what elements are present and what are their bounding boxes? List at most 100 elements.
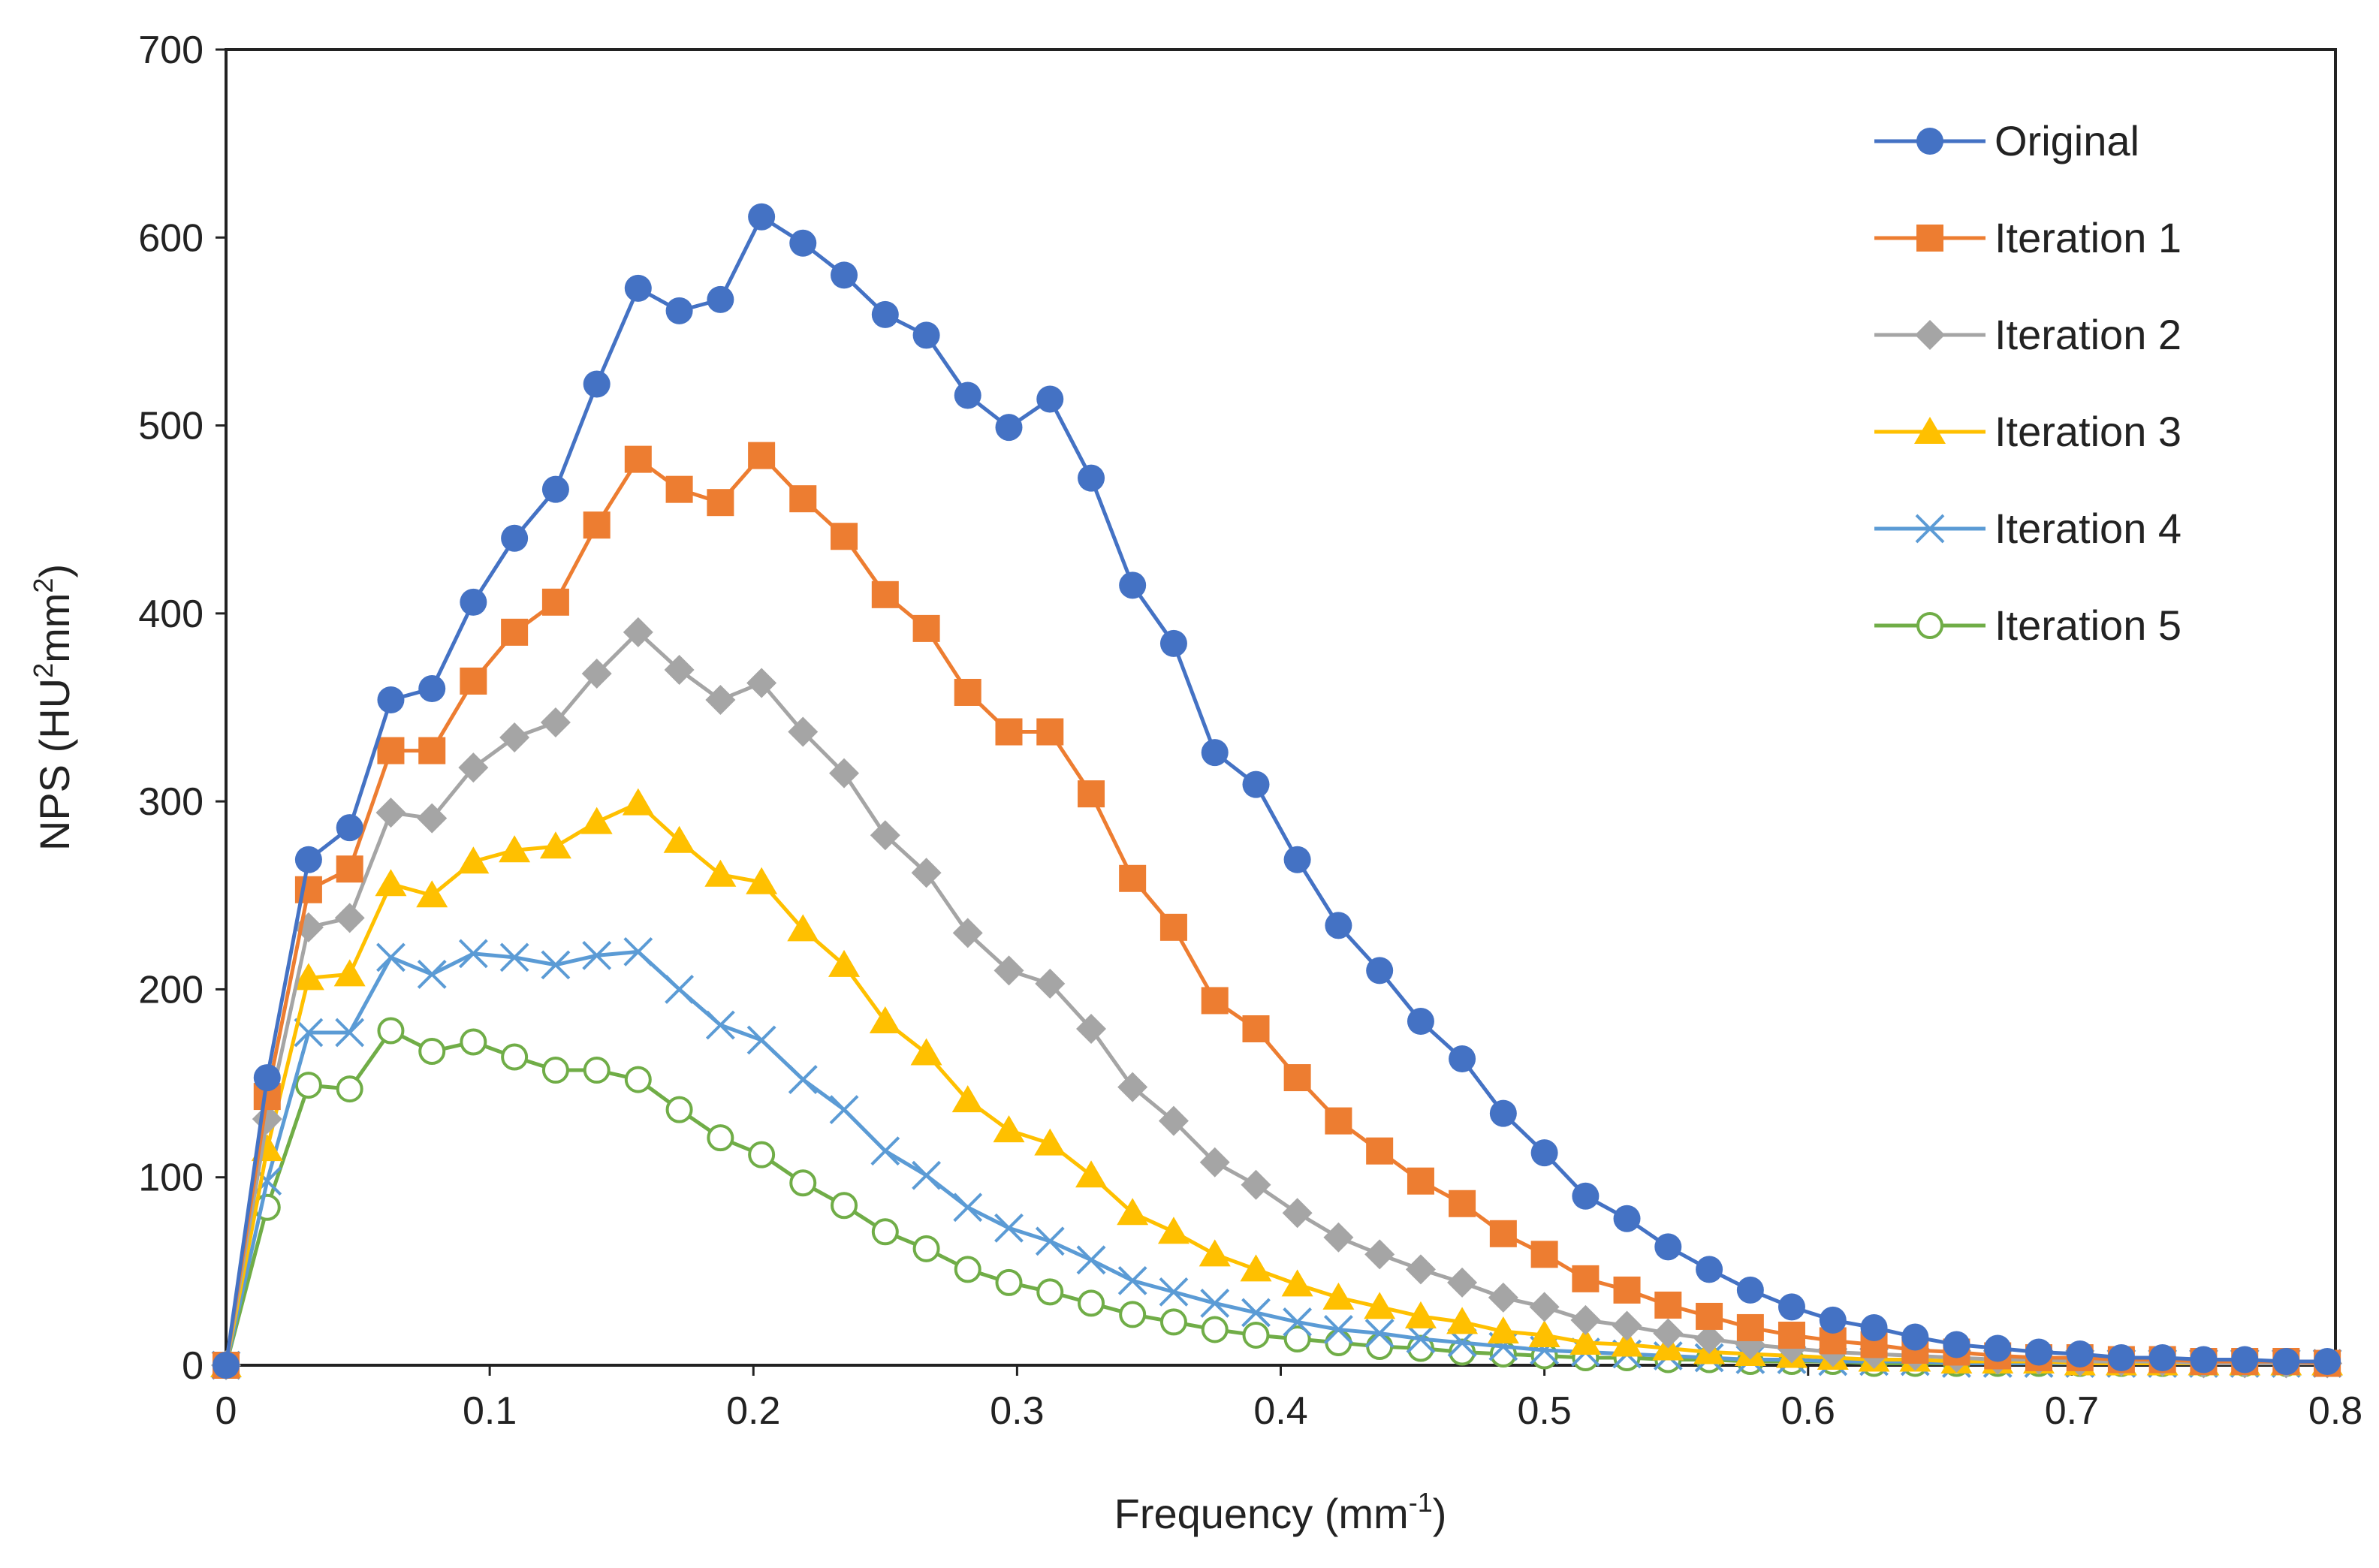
- data-point: [417, 959, 447, 989]
- data-point: [789, 229, 817, 257]
- series-line-original: [224, 215, 2328, 1366]
- data-point: [213, 1352, 240, 1379]
- data-point: [294, 876, 322, 903]
- legend-marker: [1914, 417, 1946, 444]
- data-point: [457, 846, 490, 874]
- data-point: [1281, 1269, 1313, 1297]
- data-point: [1572, 1265, 1600, 1292]
- y-tick-label: 0: [182, 1344, 204, 1388]
- data-point: [1613, 1205, 1641, 1232]
- data-point: [746, 867, 778, 894]
- x-marker-stroke: [1915, 514, 1945, 544]
- data-point: [953, 1193, 983, 1223]
- legend-item-original: Original: [1874, 117, 2139, 164]
- data-point: [954, 1256, 981, 1283]
- data-point: [952, 918, 983, 948]
- data-point: [705, 684, 736, 715]
- data-point: [1323, 1222, 1354, 1253]
- x-tick-label: 0.6: [1781, 1389, 1835, 1433]
- data-point: [541, 950, 571, 980]
- data-point: [1325, 1107, 1352, 1135]
- data-point: [1860, 1313, 1888, 1341]
- data-point: [1076, 1013, 1107, 1044]
- data-point: [1364, 1239, 1395, 1270]
- data-point: [954, 381, 981, 409]
- data-point: [994, 955, 1024, 986]
- x-tick-label: 0.2: [726, 1389, 780, 1433]
- data-point: [1819, 1306, 1847, 1334]
- data-point: [1569, 1327, 1602, 1355]
- data-point: [1075, 1160, 1108, 1188]
- data-point: [624, 274, 652, 302]
- x-marker-stroke: [376, 942, 406, 972]
- data-point: [1241, 1298, 1271, 1328]
- data-point: [993, 1115, 1025, 1143]
- data-point: [622, 788, 654, 816]
- x-marker-stroke: [870, 1136, 900, 1166]
- data-point: [748, 442, 776, 469]
- data-point: [748, 1141, 776, 1168]
- data-point: [1283, 1325, 1311, 1352]
- data-point: [1694, 1323, 1725, 1354]
- x-marker-stroke: [1200, 1288, 1230, 1318]
- x-marker-stroke: [746, 1025, 776, 1055]
- data-point: [1117, 1265, 1147, 1295]
- data-point: [871, 300, 899, 328]
- data-point: [458, 752, 489, 783]
- data-point: [1366, 1137, 1394, 1165]
- x-marker-stroke: [1159, 1277, 1189, 1307]
- data-point: [705, 1010, 735, 1040]
- x-marker-stroke: [665, 975, 694, 1004]
- data-point: [1407, 1007, 1434, 1035]
- legend-marker: [1915, 514, 1945, 544]
- data-point: [1078, 464, 1105, 492]
- data-point: [623, 936, 653, 966]
- data-point: [1570, 1304, 1601, 1335]
- data-point: [707, 1124, 734, 1152]
- y-axis-label-mid: mm: [31, 593, 78, 663]
- series-line-iteration-1: [224, 454, 2328, 1366]
- legend-item-iteration-5: Iteration 5: [1874, 602, 2182, 649]
- data-point: [910, 1038, 942, 1066]
- data-point: [831, 523, 858, 550]
- y-tick-label: 100: [138, 1156, 204, 1200]
- x-marker-stroke: [1406, 1324, 1436, 1354]
- series-iteration-1: [213, 442, 2341, 1379]
- data-point: [418, 737, 446, 764]
- data-point: [1201, 987, 1229, 1015]
- x-marker-stroke: [458, 939, 488, 969]
- data-point: [748, 203, 776, 231]
- data-point: [294, 1018, 324, 1048]
- data-point: [2148, 1343, 2176, 1371]
- data-point: [1119, 571, 1147, 599]
- data-point: [1159, 913, 1187, 941]
- data-point: [1036, 718, 1064, 746]
- y-axis-label-close: ): [31, 564, 78, 578]
- data-point: [1404, 1301, 1437, 1328]
- x-tick-label: 0.3: [990, 1389, 1044, 1433]
- data-point: [375, 869, 407, 897]
- data-point: [1530, 1342, 1558, 1370]
- data-point: [1201, 1316, 1229, 1343]
- data-point: [334, 903, 365, 933]
- data-point: [1159, 1308, 1187, 1336]
- y-axis-label: NPS (HU2mm2): [28, 564, 78, 851]
- x-marker-stroke: [788, 1065, 818, 1094]
- data-point: [871, 580, 899, 608]
- data-point: [583, 1057, 611, 1084]
- data-point: [995, 718, 1023, 746]
- data-point: [831, 261, 858, 289]
- data-point: [1407, 1334, 1434, 1362]
- data-point: [377, 1017, 405, 1045]
- data-point: [1242, 1321, 1270, 1349]
- data-point: [829, 758, 860, 789]
- data-point: [665, 475, 693, 503]
- data-point: [2107, 1343, 2135, 1371]
- x-axis-label: Frequency (mm-1): [1114, 1487, 1447, 1537]
- data-point: [1487, 1316, 1519, 1343]
- data-point: [1530, 1139, 1558, 1167]
- data-point: [1528, 1319, 1560, 1347]
- x-axis-ticks: 0 0.1 0.2 0.3 0.4 0.5 0.6 0.7 0.8: [216, 1365, 2362, 1433]
- data-point: [336, 1075, 363, 1103]
- data-point: [789, 485, 817, 513]
